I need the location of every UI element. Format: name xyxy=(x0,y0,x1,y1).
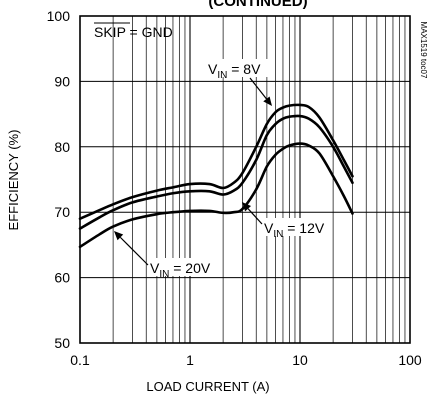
series-label-12v: VIN = 12V xyxy=(262,218,330,240)
label-8v-sub: IN xyxy=(217,70,227,81)
series-label-20v: VIN = 20V xyxy=(148,258,218,280)
label-20v-sub: IN xyxy=(159,269,169,280)
condition-label: SKIP = GND xyxy=(94,22,173,40)
chart-title: (CONTINUED) xyxy=(208,0,307,10)
annotation-arrows xyxy=(114,77,272,266)
x-tick-label: 0.1 xyxy=(70,352,90,368)
y-tick-label: 80 xyxy=(54,139,70,155)
x-tick-label: 1 xyxy=(186,352,194,368)
y-tick-label: 90 xyxy=(54,73,70,89)
series-vin-8v xyxy=(78,103,354,221)
y-tick-labels: 50 60 70 80 90 100 xyxy=(47,8,71,351)
label-12v-main: V xyxy=(264,220,274,236)
y-tick-label: 60 xyxy=(54,270,70,286)
label-12v-sub: IN xyxy=(273,229,283,240)
arrow-8v xyxy=(249,77,272,106)
condition-overbar-text: SKIP xyxy=(94,24,126,40)
label-8v-rest: = 8V xyxy=(227,61,261,77)
y-tick-label: 50 xyxy=(54,335,70,351)
series-layer xyxy=(78,103,354,249)
plot-frame xyxy=(79,15,411,344)
label-12v-rest: = 12V xyxy=(283,220,325,236)
series-vin-20v xyxy=(78,142,354,249)
arrow-12v xyxy=(242,202,263,225)
svg-text:SKIP = GND: SKIP = GND xyxy=(94,24,173,40)
svg-text:VIN = 8V: VIN = 8V xyxy=(208,61,261,81)
y-axis-label: EFFICIENCY (%) xyxy=(6,130,21,231)
label-8v-main: V xyxy=(208,61,218,77)
label-20v-main: V xyxy=(150,260,160,276)
y-tick-label: 70 xyxy=(54,204,70,220)
x-tick-labels: 0.1 1 10 100 xyxy=(70,352,422,368)
series-vin-12v xyxy=(78,114,354,230)
condition-rest-text: = GND xyxy=(126,24,173,40)
figure-id-label: MAX1519 toc07 xyxy=(419,22,428,79)
arrow-20v xyxy=(114,231,149,266)
series-label-8v: VIN = 8V xyxy=(206,59,272,81)
grid xyxy=(80,16,410,343)
label-20v-rest: = 20V xyxy=(169,260,211,276)
y-tick-label: 100 xyxy=(47,8,71,24)
x-tick-label: 100 xyxy=(398,352,422,368)
x-tick-label: 10 xyxy=(292,352,308,368)
svg-text:VIN = 20V: VIN = 20V xyxy=(150,260,211,280)
svg-text:VIN = 12V: VIN = 12V xyxy=(264,220,325,240)
x-axis-label: LOAD CURRENT (A) xyxy=(146,379,269,394)
